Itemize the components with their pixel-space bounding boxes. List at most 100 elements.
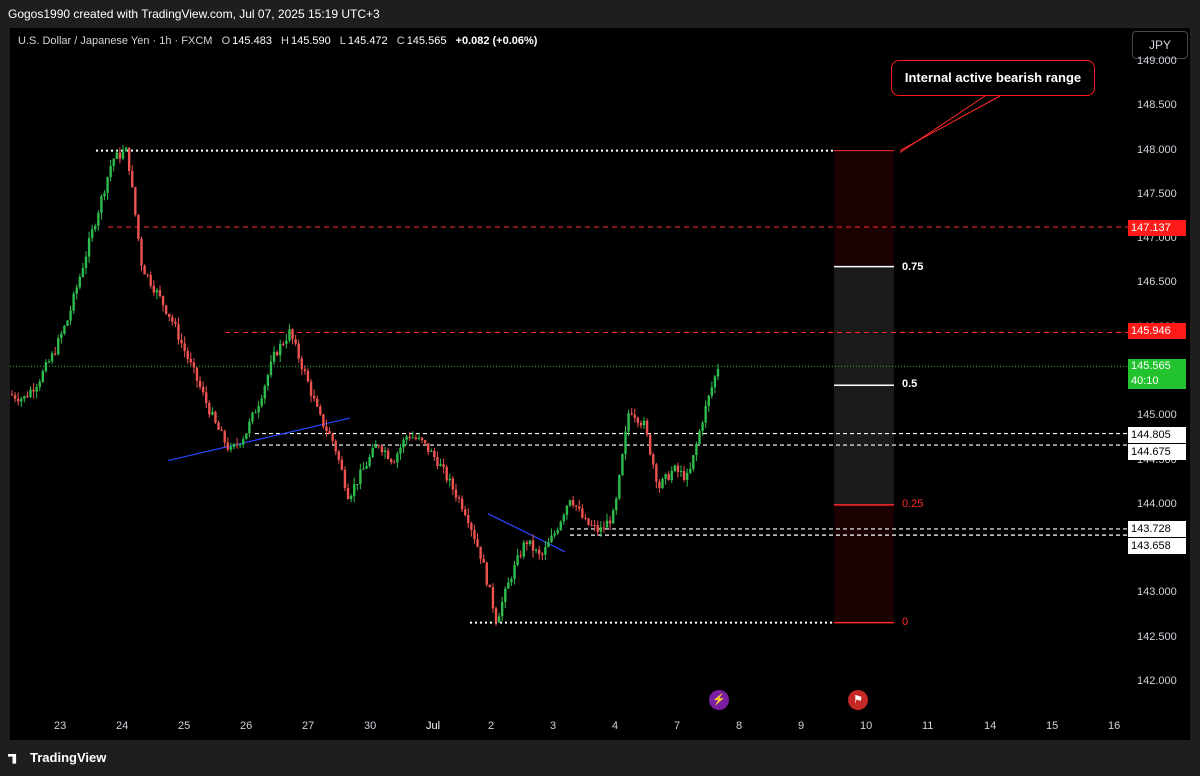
candle-body [155, 290, 159, 293]
candle-body [433, 450, 436, 458]
candle-body [97, 212, 100, 226]
candle-body [658, 481, 661, 489]
candle-body [211, 411, 214, 415]
candle-body [596, 525, 599, 532]
candle-body [436, 457, 439, 466]
candle-body [574, 505, 578, 507]
fib-zone-top [834, 150, 894, 266]
price-tick-label: 142.500 [1137, 630, 1177, 643]
candle-body [229, 446, 233, 450]
candle-body [245, 433, 248, 440]
candle-body [553, 533, 556, 536]
candle-body [639, 422, 643, 426]
candle-body [103, 192, 106, 197]
candle-body [652, 454, 655, 465]
candle-body [371, 448, 374, 457]
candle-body [482, 558, 485, 563]
time-tick-label: 8 [736, 720, 743, 732]
candle-body [642, 420, 646, 426]
candle-body [390, 459, 393, 463]
candle-body [559, 521, 562, 530]
time-tick-label: 9 [798, 720, 805, 732]
candle-body [710, 387, 714, 396]
candle-body [500, 601, 504, 617]
candle-body [161, 295, 165, 306]
candle-body [537, 549, 541, 554]
tradingview-logo: TradingView [8, 750, 106, 765]
candle-body [297, 343, 300, 359]
candle-body [26, 396, 29, 398]
candle-body [134, 187, 137, 215]
candle-body [171, 317, 174, 322]
lightning-event-icon[interactable]: ⚡ [709, 690, 729, 710]
time-tick-label: 16 [1108, 720, 1121, 732]
time-tick-label: 3 [550, 720, 557, 732]
candle-body [57, 338, 60, 355]
candle-body [13, 395, 17, 399]
candle-body [254, 412, 257, 414]
time-tick-label: Jul [426, 720, 441, 732]
candle-body [195, 367, 199, 381]
candle-body [251, 412, 254, 422]
candle-body [673, 465, 677, 471]
candle-body [300, 358, 303, 370]
bar-countdown: 40:10 [1131, 375, 1159, 387]
candle-body [325, 426, 328, 432]
candle-body [667, 474, 670, 481]
time-tick-label: 7 [674, 720, 681, 732]
candle-body [510, 579, 513, 583]
time-tick-label: 15 [1046, 720, 1059, 732]
candle-body [75, 287, 78, 294]
candle-body [189, 358, 193, 363]
candle-body [140, 238, 143, 266]
candle-body [238, 444, 242, 446]
candle-body [513, 564, 516, 580]
candle-body [494, 608, 498, 623]
price-tag-white3: 143.728 [1128, 521, 1186, 537]
candle-body [29, 389, 32, 397]
candle-body [168, 313, 171, 318]
candle-body [226, 442, 230, 450]
candle-body [72, 293, 75, 311]
candle-body [670, 470, 673, 481]
price-tag-white4: 143.658 [1128, 538, 1186, 554]
chart-area[interactable]: U.S. Dollar / Japanese Yen · 1h · FXCM O… [10, 28, 1130, 714]
candle-body [411, 437, 414, 439]
candle-body [676, 465, 680, 472]
candle-body [118, 152, 122, 159]
candle-body [414, 437, 418, 439]
price-chart[interactable] [10, 28, 1130, 714]
price-tick-label: 143.000 [1137, 586, 1177, 599]
candle-body [279, 343, 282, 356]
candle-body [624, 431, 627, 455]
time-tick-label: 14 [984, 720, 997, 732]
candle-body [115, 152, 119, 159]
candle-body [701, 422, 704, 432]
candle-body [534, 549, 538, 551]
currency-button[interactable]: JPY [1132, 31, 1188, 59]
candle-body [288, 329, 291, 341]
candle-body [180, 339, 183, 344]
candle-body [692, 455, 695, 469]
candle-body [41, 371, 45, 382]
time-scale[interactable] [10, 714, 1130, 740]
candle-body [488, 584, 492, 588]
candle-body [334, 440, 337, 452]
price-tag-red-mid: 145.946 [1128, 323, 1186, 339]
candle-body [20, 398, 23, 402]
candle-body [90, 229, 94, 239]
us-flag-event-icon[interactable]: ⚑ [848, 690, 868, 710]
trendline-2 [487, 513, 566, 553]
candle-body [599, 527, 603, 532]
candle-body [445, 466, 448, 481]
open-label: O [221, 35, 231, 47]
candle-body [84, 256, 88, 269]
candle-body [405, 436, 408, 440]
time-tick-label: 11 [922, 720, 934, 732]
candle-body [362, 468, 365, 470]
candle-body [679, 471, 683, 473]
candle-body [621, 454, 624, 476]
range-annotation-callout[interactable]: Internal active bearish range [891, 60, 1095, 96]
candle-body [396, 453, 399, 463]
low-value: 145.472 [347, 35, 388, 47]
